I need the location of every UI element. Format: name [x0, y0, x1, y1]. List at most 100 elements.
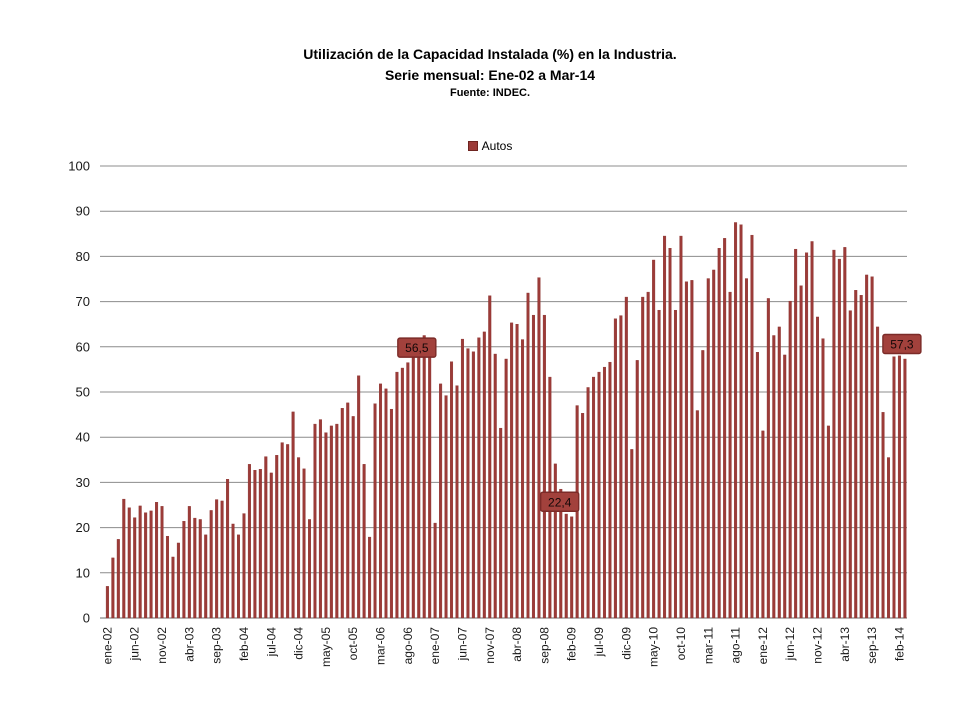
bar-oct-03[interactable]: [220, 500, 224, 619]
bar-may-04[interactable]: [258, 469, 262, 619]
bar-sep-12[interactable]: [805, 252, 809, 619]
bar-nov-04[interactable]: [291, 411, 295, 619]
bar-abr-11[interactable]: [712, 269, 716, 619]
bar-oct-10[interactable]: [679, 235, 683, 619]
bar-ago-04[interactable]: [275, 455, 279, 619]
bar-oct-05[interactable]: [351, 416, 355, 619]
bar-feb-13[interactable]: [832, 249, 836, 619]
bar-ago-10[interactable]: [668, 248, 672, 619]
bar-nov-06[interactable]: [422, 335, 426, 619]
bar-abr-05[interactable]: [318, 419, 322, 619]
bar-ene-04[interactable]: [236, 534, 240, 619]
bar-abr-06[interactable]: [384, 388, 388, 619]
bar-mar-07[interactable]: [444, 395, 448, 619]
bar-dic-03[interactable]: [231, 523, 235, 619]
bar-feb-08[interactable]: [504, 358, 508, 619]
bar-nov-02[interactable]: [160, 506, 164, 619]
bar-ene-03[interactable]: [171, 556, 175, 619]
bar-jun-02[interactable]: [133, 517, 137, 619]
bar-oct-04[interactable]: [286, 444, 290, 619]
bar-feb-04[interactable]: [242, 513, 246, 619]
bar-nov-09[interactable]: [619, 315, 623, 619]
bar-dic-04[interactable]: [297, 457, 301, 619]
bar-sep-04[interactable]: [280, 442, 284, 619]
bar-dic-09[interactable]: [624, 296, 628, 619]
bar-ago-12[interactable]: [799, 285, 803, 619]
bar-sep-02[interactable]: [149, 510, 153, 619]
bar-mar-08[interactable]: [510, 322, 514, 619]
bar-abr-07[interactable]: [450, 361, 454, 619]
bar-jul-13[interactable]: [859, 295, 863, 619]
bar-ene-06[interactable]: [368, 536, 372, 619]
bar-feb-07[interactable]: [439, 383, 443, 619]
bar-jun-08[interactable]: [526, 292, 530, 619]
bar-ago-08[interactable]: [537, 277, 541, 619]
bar-ene-10[interactable]: [630, 449, 634, 619]
bar-sep-13[interactable]: [870, 276, 874, 619]
bar-nov-12[interactable]: [816, 316, 820, 619]
bar-ene-11[interactable]: [695, 410, 699, 619]
bar-jul-09[interactable]: [597, 371, 601, 619]
bar-jul-07[interactable]: [466, 348, 470, 619]
bar-ene-05[interactable]: [302, 468, 306, 619]
bar-jul-03[interactable]: [204, 534, 208, 619]
bar-nov-03[interactable]: [226, 479, 230, 619]
bar-jun-06[interactable]: [395, 371, 399, 619]
data-label-box-mar-14[interactable]: [882, 333, 922, 355]
bar-dic-08[interactable]: [559, 488, 563, 619]
bar-mar-03[interactable]: [182, 521, 186, 619]
bar-ago-05[interactable]: [340, 408, 344, 619]
bar-abr-08[interactable]: [515, 324, 519, 619]
bar-jun-09[interactable]: [592, 376, 596, 619]
data-label-box-ago-06[interactable]: [397, 337, 437, 358]
bar-ene-08[interactable]: [499, 427, 503, 619]
bar-nov-08[interactable]: [553, 463, 557, 619]
bar-dic-07[interactable]: [493, 353, 497, 619]
bar-oct-12[interactable]: [810, 241, 814, 619]
bar-jul-10[interactable]: [663, 235, 667, 619]
bar-jul-02[interactable]: [138, 505, 142, 619]
bar-may-13[interactable]: [848, 310, 852, 619]
bar-may-11[interactable]: [717, 248, 721, 619]
bar-may-02[interactable]: [127, 507, 131, 619]
bar-may-10[interactable]: [652, 259, 656, 619]
bar-jun-04[interactable]: [264, 456, 268, 619]
bar-jul-12[interactable]: [794, 248, 798, 619]
bar-may-03[interactable]: [193, 517, 197, 619]
bar-may-07[interactable]: [455, 385, 459, 619]
bar-dic-10[interactable]: [690, 280, 694, 619]
bar-jul-04[interactable]: [269, 472, 273, 619]
bar-abr-10[interactable]: [646, 291, 650, 619]
bar-nov-10[interactable]: [684, 281, 688, 619]
bar-may-08[interactable]: [521, 339, 525, 619]
bar-may-05[interactable]: [324, 432, 328, 619]
bar-jun-13[interactable]: [854, 290, 858, 619]
bar-nov-07[interactable]: [488, 295, 492, 619]
bar-abr-04[interactable]: [253, 469, 257, 619]
data-label-box-feb-09[interactable]: [539, 491, 580, 512]
bar-mar-12[interactable]: [772, 335, 776, 619]
bar-ago-03[interactable]: [209, 510, 213, 619]
bar-ago-07[interactable]: [471, 351, 475, 619]
bar-oct-06[interactable]: [417, 352, 421, 619]
bar-may-06[interactable]: [389, 408, 393, 619]
bar-dic-02[interactable]: [165, 535, 169, 619]
bar-ene-02[interactable]: [105, 586, 109, 619]
bar-oct-13[interactable]: [876, 326, 880, 619]
bar-mar-02[interactable]: [116, 539, 120, 619]
bar-sep-07[interactable]: [477, 337, 481, 619]
bar-jul-06[interactable]: [400, 367, 404, 619]
bar-nov-11[interactable]: [750, 234, 754, 619]
bar-may-12[interactable]: [783, 354, 787, 619]
bar-mar-04[interactable]: [247, 464, 251, 619]
bar-abr-03[interactable]: [187, 506, 191, 619]
bar-mar-06[interactable]: [379, 383, 383, 619]
bar-jun-07[interactable]: [460, 338, 464, 619]
bar-dic-13[interactable]: [887, 457, 891, 619]
bar-feb-10[interactable]: [635, 360, 639, 619]
bar-ene-07[interactable]: [433, 522, 437, 619]
bar-feb-14[interactable]: [897, 355, 901, 619]
bar-feb-02[interactable]: [111, 557, 115, 619]
bar-jun-05[interactable]: [329, 425, 333, 619]
bar-dic-05[interactable]: [362, 464, 366, 619]
